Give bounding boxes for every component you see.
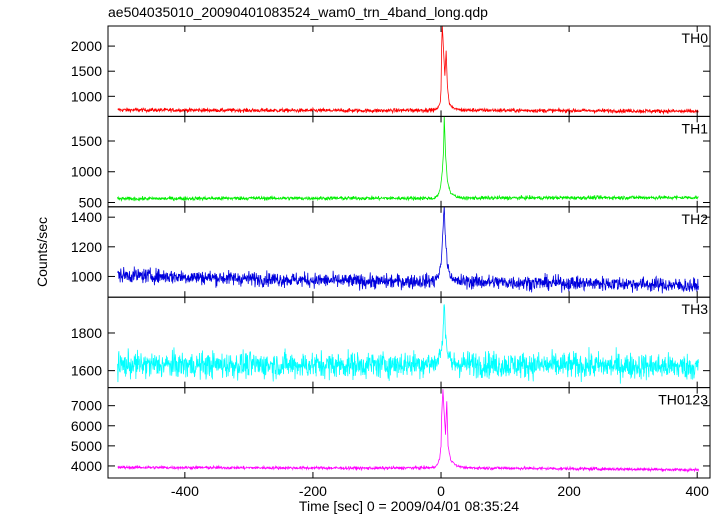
panel-label-th0: TH0: [682, 30, 709, 46]
panel-frame: [107, 296, 711, 389]
y-tick-label: 1500: [71, 133, 102, 149]
y-tick-label: 4000: [71, 458, 102, 474]
series-line-th0123: [117, 389, 699, 474]
y-tick-label: 1000: [71, 88, 102, 104]
x-tick-label: 400: [686, 483, 710, 499]
y-tick-label: 1800: [71, 325, 102, 341]
chart-title: ae504035010_20090401083524_wam0_trn_4ban…: [108, 4, 488, 20]
panel-label-th2: TH2: [682, 211, 709, 227]
x-tick-label: 0: [437, 483, 445, 499]
y-tick-label: 1600: [71, 363, 102, 379]
y-tick-label: 7000: [71, 398, 102, 414]
panel-frame: [107, 25, 711, 117]
y-tick-label: 2000: [71, 38, 102, 54]
y-axis-label: Counts/sec: [34, 217, 50, 287]
y-tick-label: 5000: [71, 438, 102, 454]
series-line-th2: [117, 206, 699, 294]
series-line-th3: [117, 304, 699, 384]
x-tick-label: -200: [299, 483, 327, 499]
series-line-th0: [117, 26, 699, 116]
panel-frame: [107, 387, 711, 479]
x-tick-label: 200: [557, 483, 581, 499]
panel-label-th1: TH1: [682, 120, 709, 136]
y-tick-label: 500: [79, 194, 103, 210]
y-tick-label: 1000: [71, 268, 102, 284]
panel-label-th0123: TH0123: [658, 392, 708, 408]
y-tick-label: 6000: [71, 418, 102, 434]
panel-frame: [107, 115, 711, 208]
series-line-th1: [117, 116, 699, 202]
y-tick-label: 1500: [71, 63, 102, 79]
x-axis-label: Time [sec] 0 = 2009/04/01 08:35:24: [299, 498, 519, 514]
y-tick-label: 1200: [71, 239, 102, 255]
panel-label-th3: TH3: [682, 301, 709, 317]
x-tick-label: -400: [171, 483, 199, 499]
y-tick-label: 1400: [71, 209, 102, 225]
y-tick-label: 1000: [71, 164, 102, 180]
